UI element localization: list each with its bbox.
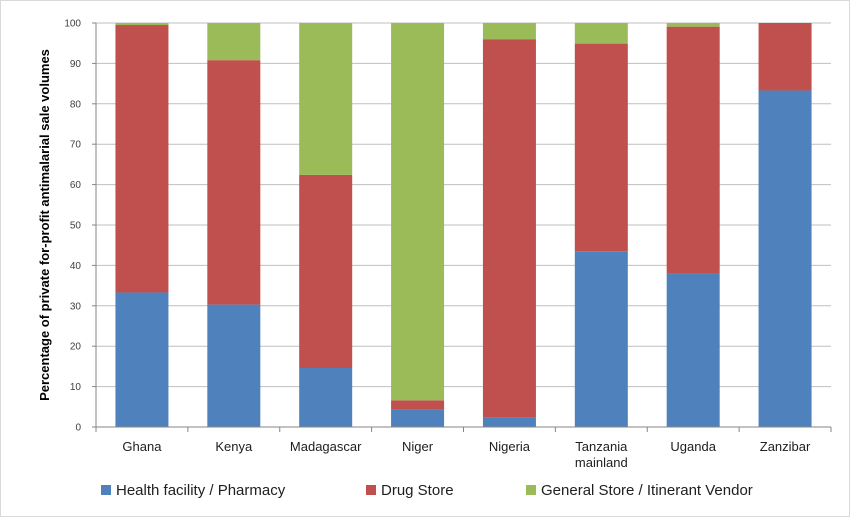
y-tick-label: 10 — [70, 382, 82, 393]
y-tick-label: 80 — [70, 99, 82, 110]
y-axis-label: Percentage of private for-profit antimal… — [37, 49, 52, 401]
bar-tanzania-mainland-series-2 — [574, 43, 628, 252]
x-tick-label: mainland — [575, 455, 628, 470]
bar-uganda-series-1 — [666, 273, 720, 427]
bar-madagascar-series-1 — [299, 368, 353, 427]
bar-nigeria-series-1 — [482, 417, 536, 427]
bar-madagascar-series-2 — [299, 174, 353, 369]
legend-swatch-3 — [526, 485, 536, 495]
x-tick-labels: Ghana Kenya Madagascar Niger Nigeria Tanzania… — [122, 439, 811, 470]
x-tick-label: Tanzania — [575, 439, 628, 454]
legend-label-2: Drug Store — [381, 482, 454, 499]
y-tick-label: 100 — [64, 19, 81, 30]
legend-swatch-2 — [366, 485, 376, 495]
bar-niger-series-1 — [391, 409, 445, 427]
x-tick-label: Zanzibar — [760, 439, 811, 454]
x-tick-label: Kenya — [215, 439, 253, 454]
bar-zanzibar-series-2 — [758, 23, 812, 91]
bar-tanzania-mainland-series-1 — [574, 251, 628, 427]
axes — [95, 23, 832, 432]
bar-zanzibar-series-1 — [758, 90, 812, 427]
bar-uganda-series-2 — [666, 26, 720, 274]
legend: Health facility / Pharmacy Drug Store Gene… — [101, 482, 753, 499]
bar-niger-series-3 — [391, 23, 445, 401]
bar-kenya-series-1 — [207, 304, 261, 427]
bar-ghana-series-2 — [115, 25, 169, 293]
y-tick-label: 0 — [75, 423, 81, 434]
bar-nigeria-series-3 — [482, 23, 536, 40]
legend-label-1: Health facility / Pharmacy — [116, 482, 286, 499]
y-tick-label: 90 — [70, 59, 82, 70]
bar-kenya-series-2 — [207, 60, 261, 305]
bar-kenya-series-3 — [207, 23, 261, 61]
bar-ghana-series-1 — [115, 292, 169, 427]
bar-tanzania-mainland-series-3 — [574, 23, 628, 44]
x-tick-label: Ghana — [122, 439, 162, 454]
legend-label-3: General Store / Itinerant Vendor — [541, 482, 753, 499]
y-tick-label: 20 — [70, 342, 82, 353]
y-tick-label: 70 — [70, 140, 82, 151]
y-tick-label: 30 — [70, 301, 82, 312]
bars — [115, 23, 812, 427]
bar-niger-series-2 — [391, 400, 445, 410]
bar-uganda-series-3 — [666, 23, 720, 27]
bar-nigeria-series-2 — [482, 39, 536, 418]
bar-ghana-series-3 — [115, 23, 169, 26]
y-tick-label: 50 — [70, 221, 82, 232]
gridlines — [92, 22, 831, 428]
x-tick-label: Nigeria — [489, 439, 531, 454]
x-tick-label: Uganda — [670, 439, 716, 454]
legend-swatch-1 — [101, 485, 111, 495]
x-tick-label: Niger — [402, 439, 434, 454]
bar-madagascar-series-3 — [299, 23, 353, 175]
y-tick-label: 40 — [70, 261, 82, 272]
y-tick-label: 60 — [70, 180, 82, 191]
y-tick-labels: 0 10 20 30 40 50 60 70 80 90 100 — [64, 19, 81, 434]
x-tick-label: Madagascar — [290, 439, 362, 454]
